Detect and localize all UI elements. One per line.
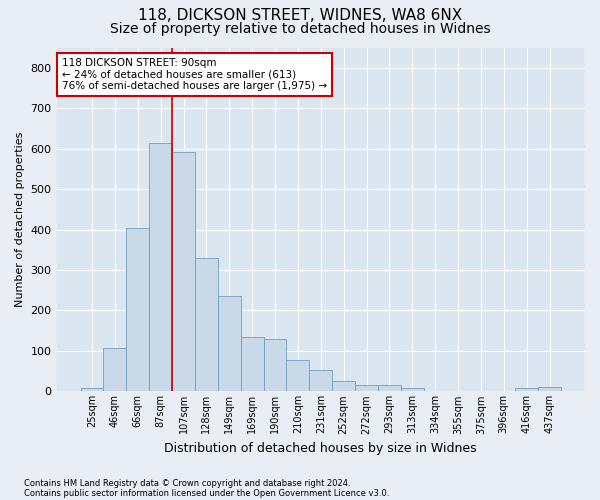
Bar [103, 348, 127, 392]
Text: 118, DICKSON STREET, WIDNES, WA8 6NX: 118, DICKSON STREET, WIDNES, WA8 6NX [138, 8, 462, 22]
Y-axis label: Number of detached properties: Number of detached properties [15, 132, 25, 307]
Bar [378, 384, 401, 392]
Bar [355, 386, 378, 392]
Bar [286, 360, 310, 392]
Bar [263, 339, 286, 392]
Bar [80, 388, 103, 392]
Bar [195, 258, 218, 392]
Bar [515, 388, 538, 392]
Bar [310, 370, 332, 392]
Bar [127, 228, 149, 392]
Bar [538, 388, 561, 392]
Text: Size of property relative to detached houses in Widnes: Size of property relative to detached ho… [110, 22, 490, 36]
Bar [332, 382, 355, 392]
X-axis label: Distribution of detached houses by size in Widnes: Distribution of detached houses by size … [164, 442, 477, 455]
Bar [401, 388, 424, 392]
Text: Contains HM Land Registry data © Crown copyright and database right 2024.: Contains HM Land Registry data © Crown c… [24, 478, 350, 488]
Bar [149, 142, 172, 392]
Text: 118 DICKSON STREET: 90sqm
← 24% of detached houses are smaller (613)
76% of semi: 118 DICKSON STREET: 90sqm ← 24% of detac… [62, 58, 327, 91]
Bar [218, 296, 241, 392]
Bar [172, 152, 195, 392]
Text: Contains public sector information licensed under the Open Government Licence v3: Contains public sector information licen… [24, 488, 389, 498]
Bar [241, 337, 263, 392]
